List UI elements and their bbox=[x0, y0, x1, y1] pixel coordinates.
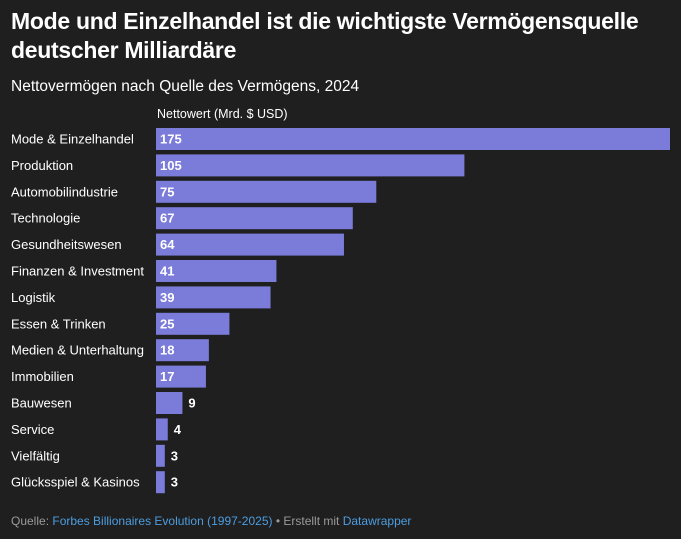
value-label: 3 bbox=[171, 448, 178, 463]
footer: Quelle: Forbes Billionaires Evolution (1… bbox=[11, 514, 411, 528]
bar bbox=[156, 365, 206, 388]
bar-chart: Mode & Einzelhandel 175 Produktion 105 Autom… bbox=[11, 128, 670, 494]
value-label: 9 bbox=[188, 396, 195, 411]
category-label: Logistik bbox=[11, 290, 56, 305]
bar bbox=[156, 128, 670, 150]
category-label: Medien & Unterhaltung bbox=[11, 343, 144, 358]
value-label: 105 bbox=[160, 158, 182, 173]
category-label: Technologie bbox=[11, 211, 80, 226]
category-label: Service bbox=[11, 422, 54, 437]
source-label: Quelle: bbox=[11, 514, 50, 528]
column-header: Nettowert (Mrd. $ USD) bbox=[157, 107, 288, 121]
bar bbox=[156, 471, 165, 494]
value-label: 67 bbox=[160, 211, 174, 226]
chart-subtitle: Nettovermögen nach Quelle des Vermögens,… bbox=[11, 78, 360, 95]
category-label: Automobilindustrie bbox=[11, 184, 118, 199]
bar bbox=[156, 233, 344, 256]
source-link[interactable]: Forbes Billionaires Evolution (1997-2025… bbox=[52, 514, 273, 528]
category-label: Essen & Trinken bbox=[11, 316, 106, 331]
category-label: Produktion bbox=[11, 158, 73, 173]
category-label: Finanzen & Investment bbox=[11, 264, 144, 279]
category-label: Gesundheitswesen bbox=[11, 237, 122, 252]
datawrapper-link[interactable]: Datawrapper bbox=[342, 514, 412, 528]
category-label: Mode & Einzelhandel bbox=[11, 132, 134, 147]
value-label: 3 bbox=[171, 475, 178, 490]
value-label: 25 bbox=[160, 316, 174, 331]
category-label: Glücksspiel & Kasinos bbox=[11, 475, 140, 490]
value-label: 17 bbox=[160, 369, 174, 384]
bar bbox=[156, 444, 165, 467]
category-label: Immobilien bbox=[11, 369, 74, 384]
value-label: 4 bbox=[174, 422, 182, 437]
bar bbox=[156, 207, 353, 230]
value-label: 75 bbox=[160, 184, 174, 199]
value-label: 64 bbox=[160, 237, 175, 252]
value-label: 175 bbox=[160, 132, 182, 147]
bar bbox=[156, 154, 465, 177]
value-label: 39 bbox=[160, 290, 174, 305]
bar bbox=[156, 180, 377, 203]
bar bbox=[156, 392, 183, 414]
category-label: Vielfältig bbox=[11, 448, 60, 463]
bar bbox=[156, 418, 168, 441]
chart-title: Mode und Einzelhandel ist die wichtigste… bbox=[11, 8, 639, 63]
bar bbox=[156, 339, 209, 362]
footer-separator: • Erstellt mit bbox=[272, 514, 343, 528]
category-label: Bauwesen bbox=[11, 396, 72, 411]
bar bbox=[156, 286, 271, 309]
value-label: 41 bbox=[160, 264, 174, 279]
bar bbox=[156, 312, 230, 335]
value-label: 18 bbox=[160, 343, 174, 358]
bar bbox=[156, 260, 277, 282]
